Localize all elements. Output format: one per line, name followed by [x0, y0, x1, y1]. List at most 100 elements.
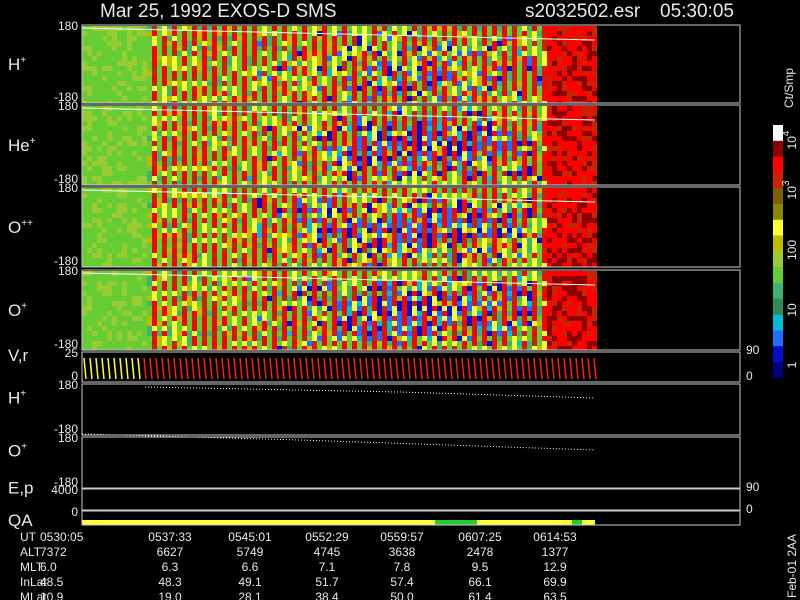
spectrogram-cell — [552, 253, 557, 258]
spectrogram-cell — [562, 56, 567, 61]
spectrogram-cell — [587, 203, 592, 208]
spectrogram-cell — [317, 56, 322, 61]
spectrogram-cell — [92, 171, 97, 176]
spectrogram-cell — [432, 203, 437, 208]
spectrogram-cell — [457, 46, 462, 51]
spectrogram-cell — [542, 46, 547, 51]
spectrogram-cell — [287, 141, 292, 146]
spectrogram-cell — [377, 86, 382, 91]
spectrogram-cell — [507, 181, 512, 185]
spectrogram-cell — [512, 91, 517, 96]
spectrogram-cell — [212, 161, 217, 166]
spectrogram-cell — [482, 46, 487, 51]
spectrogram-cell — [477, 238, 482, 243]
spectrogram-cell — [232, 91, 237, 96]
spectrogram-cell — [552, 156, 557, 161]
spectrogram-cell — [187, 66, 192, 71]
spectrogram-cell — [87, 156, 92, 161]
spectrogram-cell — [157, 238, 162, 243]
spectrogram-cell — [487, 141, 492, 146]
spectrogram-cell — [357, 188, 362, 193]
spectrogram-cell — [372, 126, 377, 131]
spectrogram-cell — [187, 81, 192, 86]
spectrogram-cell — [482, 193, 487, 198]
spectrogram-cell — [497, 188, 502, 193]
spectrogram-cell — [212, 56, 217, 61]
spectrogram-cell — [142, 121, 147, 126]
spectrogram-cell — [182, 96, 187, 101]
spectrogram-cell — [472, 91, 477, 96]
spectrogram-cell — [432, 36, 437, 41]
spectrogram-cell — [232, 41, 237, 46]
spectrogram-cell — [147, 208, 152, 213]
spectrogram-cell — [427, 258, 432, 263]
spectrogram-cell — [517, 166, 522, 171]
spectrogram-cell — [437, 181, 442, 185]
spectrogram-cell — [397, 243, 402, 248]
spectrogram-cell — [127, 156, 132, 161]
spectrogram-cell — [442, 248, 447, 253]
spectrogram-cell — [252, 41, 257, 46]
spectrogram-cell — [362, 66, 367, 71]
spectrogram-cell — [457, 86, 462, 91]
spectrogram-cell — [187, 101, 192, 103]
spectrogram-cell — [447, 91, 452, 96]
spectrogram-cell — [157, 233, 162, 238]
spectrogram-cell — [157, 101, 162, 103]
spectrogram-cell — [492, 61, 497, 66]
spectrogram-cell — [347, 233, 352, 238]
spectrogram-cell — [447, 56, 452, 61]
spectrogram-cell — [537, 41, 542, 46]
spectrogram-cell — [582, 126, 587, 131]
spectrogram-cell — [132, 141, 137, 146]
spectrogram-cell — [237, 243, 242, 248]
spectrogram-cell — [372, 111, 377, 116]
spectrogram-cell — [332, 171, 337, 176]
spectrogram-cell — [367, 71, 372, 76]
spectrogram-cell — [422, 258, 427, 263]
spectrogram-cell — [272, 126, 277, 131]
spectrogram-cell — [347, 166, 352, 171]
spectrogram-cell — [237, 76, 242, 81]
spectrogram-cell — [462, 233, 467, 238]
spectrogram-cell — [562, 263, 567, 267]
spectrogram-cell — [142, 111, 147, 116]
spectrogram-cell — [587, 71, 592, 76]
spectrogram-cell — [177, 76, 182, 81]
spectrogram-cell — [87, 193, 92, 198]
spectrogram-cell — [227, 26, 232, 31]
spectrogram-cell — [487, 253, 492, 258]
spectrogram-cell — [247, 218, 252, 223]
spectrogram-cell — [347, 181, 352, 185]
spectrogram-cell — [552, 151, 557, 156]
spectrogram-cell — [237, 86, 242, 91]
spectrogram-cell — [462, 66, 467, 71]
spectrogram-cell — [92, 223, 97, 228]
spectrogram-cell — [182, 146, 187, 151]
spectrogram-cell — [277, 116, 282, 121]
spectrogram-cell — [537, 106, 542, 111]
spectrogram-cell — [327, 81, 332, 86]
spectrogram-cell — [237, 51, 242, 56]
spectrogram-cell — [87, 291, 92, 296]
spectrogram-cell — [492, 116, 497, 121]
spectrogram-cell — [442, 56, 447, 61]
spectrogram-cell — [232, 193, 237, 198]
spectrogram-cell — [377, 126, 382, 131]
spectrogram-cell — [197, 193, 202, 198]
spectrogram-cell — [437, 161, 442, 166]
spectrogram-cell — [572, 166, 577, 171]
spectrogram-cell — [92, 76, 97, 81]
spectrogram-cell — [102, 263, 107, 267]
spectrogram-cell — [182, 238, 187, 243]
spectrogram-cell — [557, 258, 562, 263]
spectrogram-cell — [422, 126, 427, 131]
spectrogram-cell — [407, 31, 412, 36]
spectrogram-cell — [132, 131, 137, 136]
spectrogram-cell — [557, 218, 562, 223]
spectrogram-cell — [397, 141, 402, 146]
spectrogram-cell — [162, 188, 167, 193]
spectrogram-cell — [252, 258, 257, 263]
spectrogram-cell — [152, 156, 157, 161]
spectrogram-cell — [222, 111, 227, 116]
